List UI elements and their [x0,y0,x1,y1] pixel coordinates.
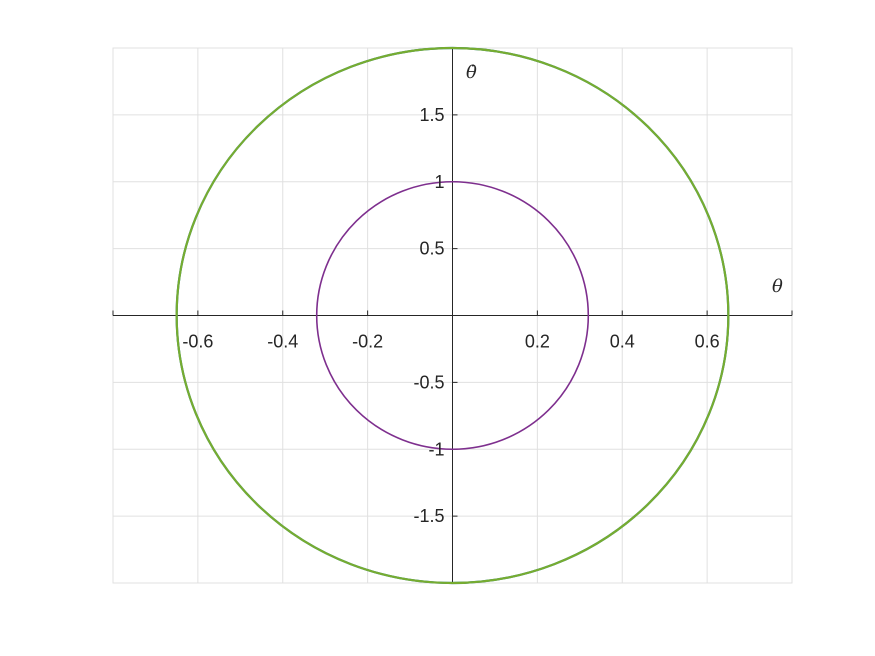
axes [112,48,793,583]
x-tick-label: 0.6 [695,332,720,352]
x-tick-label: -0.2 [352,332,383,352]
y-tick-label: 1 [434,172,444,192]
x-tick-label: -0.6 [182,332,213,352]
y-tick-label: -1 [428,439,444,459]
y-tick-label: 0.5 [419,239,444,259]
tick-labels: -0.6 -0.4 -0.2 0.2 0.4 0.6 1.5 1 0.5 -0.5 -1 -1.5 [182,105,719,526]
trajectory-3 [315,180,590,451]
x-tick-label: -0.4 [267,332,298,352]
trajectories [175,46,730,585]
x-tick-label: 0.4 [610,332,635,352]
y-tick-label: -1.5 [413,506,444,526]
x-tick-label: 0.2 [525,332,550,352]
x-axis-label: θ [772,276,783,297]
y-tick-label: 1.5 [419,105,444,125]
y-axis-label: θ̇ [466,62,477,83]
trajectory-2 [175,46,730,585]
y-tick-label: -0.5 [413,372,444,392]
